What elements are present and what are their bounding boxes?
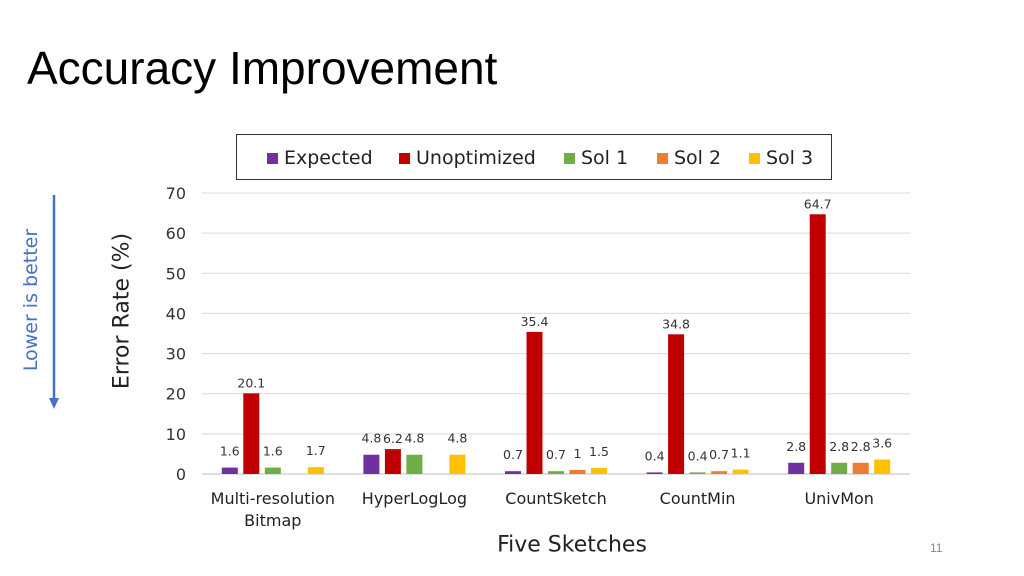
x-tick-label: CountMin bbox=[660, 489, 736, 508]
y-tick-label: 70 bbox=[166, 184, 186, 203]
data-label: 1.7 bbox=[306, 443, 326, 458]
x-tick-labels: Multi-resolution Bitmap HyperLogLog CountSk… bbox=[211, 489, 874, 530]
legend-item-expected: Expected bbox=[267, 147, 373, 169]
bar-sol2 bbox=[711, 471, 728, 474]
data-label: 1 bbox=[574, 446, 582, 461]
bar-sol3 bbox=[874, 459, 891, 474]
slide-title: Accuracy Improvement bbox=[27, 42, 498, 94]
bar-sol1 bbox=[548, 471, 564, 474]
data-label: 3.6 bbox=[872, 436, 892, 451]
bar-unoptimized bbox=[243, 393, 260, 474]
bar-sol3 bbox=[449, 454, 466, 474]
data-label: 4.8 bbox=[447, 431, 467, 446]
x-tick-label: CountSketch bbox=[505, 489, 606, 508]
bar-sol1 bbox=[689, 472, 706, 474]
legend-swatch-sol2 bbox=[657, 152, 668, 164]
bar-sol3 bbox=[591, 467, 607, 474]
data-label: 0.7 bbox=[503, 447, 523, 462]
x-axis-title: Five Sketches bbox=[497, 532, 647, 558]
bar-sol3 bbox=[732, 469, 749, 474]
legend-swatch-expected bbox=[267, 152, 278, 164]
data-label: 0.4 bbox=[645, 448, 665, 463]
y-tick-label: 30 bbox=[166, 345, 186, 364]
y-tick-label: 60 bbox=[166, 224, 186, 243]
bar-expected bbox=[646, 472, 663, 474]
data-label: 34.8 bbox=[662, 316, 690, 331]
legend-swatch-unoptimized bbox=[399, 152, 410, 164]
data-label: 1.6 bbox=[263, 444, 283, 459]
bar-expected bbox=[505, 471, 521, 474]
legend-item-sol2: Sol 2 bbox=[657, 147, 721, 169]
data-label: 1.1 bbox=[731, 446, 751, 461]
data-label: 2.8 bbox=[851, 439, 871, 454]
y-tick-label: 20 bbox=[166, 385, 186, 404]
legend-item-sol1: Sol 1 bbox=[564, 147, 628, 169]
legend-label-sol2: Sol 2 bbox=[674, 147, 722, 169]
bar-unoptimized bbox=[526, 331, 543, 474]
data-label: 64.7 bbox=[804, 196, 832, 211]
data-label: 0.7 bbox=[546, 447, 566, 462]
x-tick-label: Multi-resolution bbox=[211, 489, 335, 508]
x-tick-label: UnivMon bbox=[804, 489, 874, 508]
data-labels: 1.620.11.6 1.74.8 6.2 4.8 4.80.735.40.7 1 1.5 0… bbox=[220, 196, 892, 463]
page-number: 11 bbox=[930, 541, 943, 555]
legend-swatch-sol3 bbox=[749, 152, 760, 164]
bar-expected bbox=[363, 454, 380, 474]
y-tick-labels: 0 10 20 30 40 50 60 70 bbox=[166, 184, 186, 484]
legend-item-sol3: Sol 3 bbox=[749, 147, 813, 169]
legend-label-expected: Expected bbox=[284, 147, 373, 169]
data-label: 4.8 bbox=[361, 431, 381, 446]
data-label: 4.8 bbox=[404, 431, 424, 446]
bar-sol2 bbox=[852, 462, 869, 474]
grid-lines bbox=[202, 192, 910, 475]
x-tick-label: HyperLogLog bbox=[362, 489, 467, 508]
bar-sol1 bbox=[831, 462, 848, 474]
chart-legend: Expected Unoptimized Sol 1 Sol 2 Sol 3 bbox=[236, 134, 832, 180]
bars bbox=[221, 214, 891, 475]
data-label: 6.2 bbox=[383, 431, 403, 446]
bar-unoptimized bbox=[809, 214, 826, 475]
legend-label-unoptimized: Unoptimized bbox=[416, 147, 536, 169]
data-label: 35.4 bbox=[521, 314, 549, 329]
legend-item-unoptimized: Unoptimized bbox=[399, 147, 536, 169]
data-label: 1.6 bbox=[220, 444, 240, 459]
bar-expected bbox=[221, 467, 238, 474]
data-label: 1.5 bbox=[589, 444, 609, 459]
data-label: 2.8 bbox=[786, 439, 806, 454]
data-label: 0.4 bbox=[688, 448, 708, 463]
data-label: 2.8 bbox=[829, 439, 849, 454]
bar-expected bbox=[788, 462, 805, 474]
bar-unoptimized bbox=[668, 334, 685, 474]
bar-unoptimized bbox=[384, 449, 401, 474]
bar-sol2 bbox=[569, 469, 586, 474]
bar-sol1 bbox=[264, 467, 281, 474]
bar-sol3 bbox=[307, 467, 324, 474]
y-tick-label: 40 bbox=[166, 304, 186, 323]
bar-sol1 bbox=[406, 454, 423, 474]
legend-label-sol3: Sol 3 bbox=[766, 147, 814, 169]
y-tick-label: 0 bbox=[176, 465, 186, 484]
x-tick-label: Bitmap bbox=[244, 511, 301, 530]
y-tick-label: 50 bbox=[166, 264, 186, 283]
data-label: 20.1 bbox=[237, 375, 265, 390]
legend-swatch-sol1 bbox=[564, 152, 575, 164]
data-label: 0.7 bbox=[709, 447, 729, 462]
y-tick-label: 10 bbox=[166, 425, 186, 444]
legend-label-sol1: Sol 1 bbox=[581, 147, 629, 169]
